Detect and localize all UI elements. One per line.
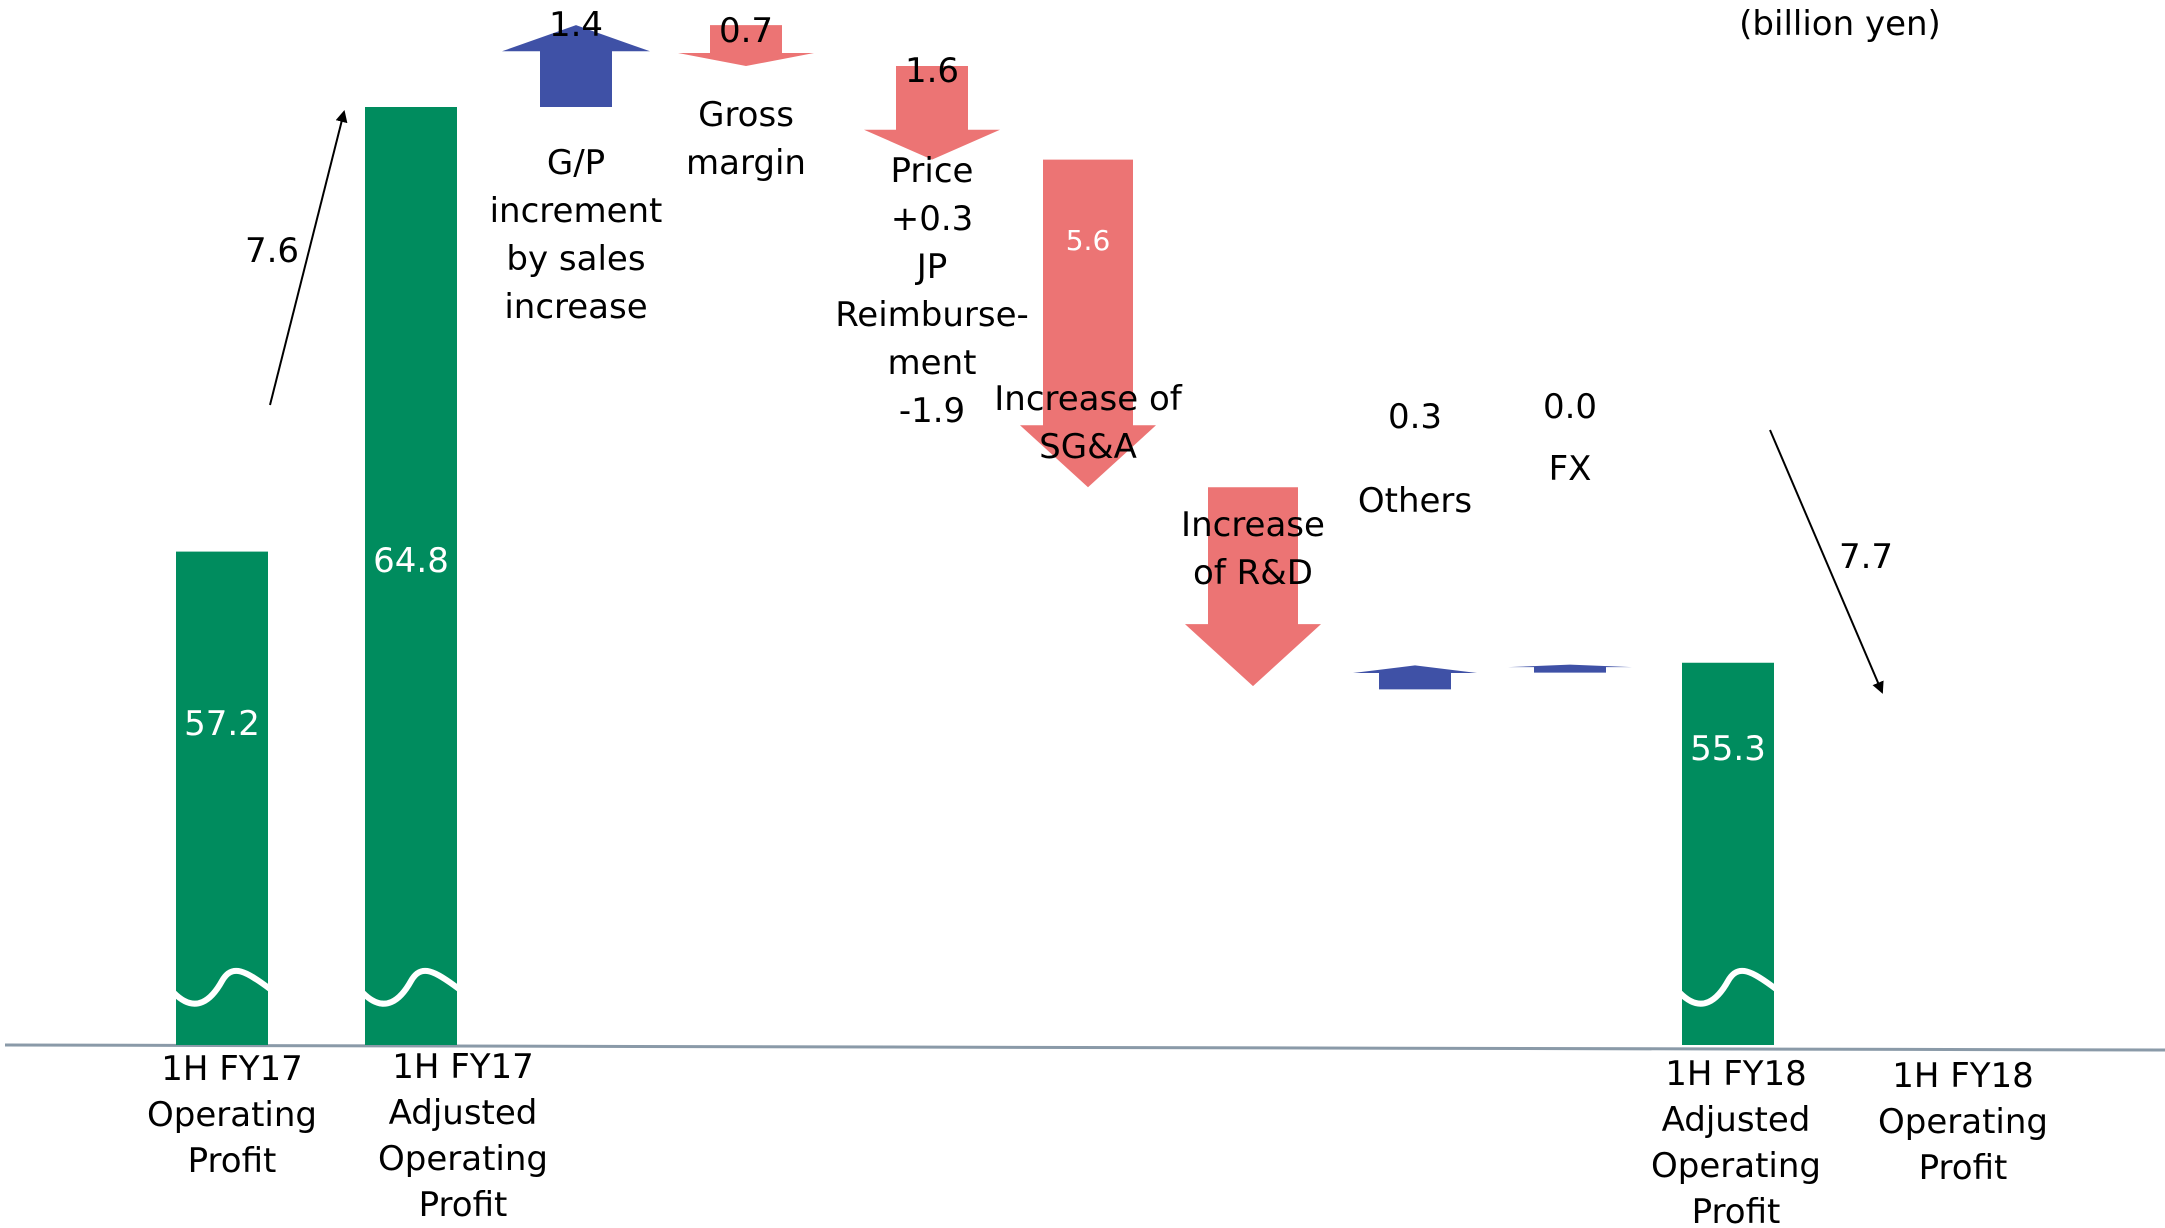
bar-label-adj18: 1H FY18 Adjusted Operating Profit	[1651, 1054, 1821, 1228]
baseline	[4, 1043, 2165, 1052]
change-arrow-gp_sales	[502, 25, 650, 108]
change-arrow-others	[1353, 665, 1477, 690]
change-label-rnd: Increase of R&D	[1181, 505, 1325, 593]
connector-arrow-op17	[269, 110, 348, 406]
change-label-sga: Increase of SG&A	[994, 379, 1182, 467]
change-value-gross_margin: 0.7	[719, 11, 773, 51]
change-label-gp_sales: G/P increment by sales increase	[490, 143, 663, 327]
bar-label-adj17: 1H FY17 Adjusted Operating Profit	[378, 1047, 548, 1225]
change-arrow-price_reimb	[864, 66, 1000, 160]
bar-value-adj18: 55.3	[1690, 729, 1766, 769]
axis-break-op18	[1876, 968, 1977, 1007]
change-label-price_reimb: Price +0.3 JP Reimburse-ment -1.9	[835, 151, 1029, 431]
change-value-others: 0.3	[1388, 397, 1442, 437]
change-value-gp_sales: 1.4	[549, 5, 603, 45]
axis-break-op17	[171, 968, 272, 1007]
bar-adj17	[365, 107, 457, 1045]
bar-label-op17: 1H FY17 Operating Profit	[147, 1049, 317, 1181]
change-arrow-fx	[1508, 664, 1632, 673]
bar-op17	[176, 551, 268, 1045]
change-value-price_reimb: 1.6	[905, 51, 959, 91]
connectors-layer: 7.6 7.7	[245, 110, 1893, 694]
bar-value-op17: 57.2	[184, 704, 260, 744]
unit-label: (billion yen)	[1739, 4, 1941, 44]
change-label-gross_margin: Gross margin	[686, 95, 806, 183]
changes-layer: 1.4 G/P increment by sales increase 0.7 Gross m…	[490, 5, 1632, 690]
change-arrow-sga	[1020, 159, 1156, 488]
bar-adj18	[1682, 662, 1774, 1045]
change-arrow-gross_margin	[678, 25, 814, 67]
change-value-rnd: 3.4	[1231, 390, 1276, 423]
change-label-fx: FX	[1549, 449, 1592, 489]
bar-label-op18: 1H FY18 Operating Profit	[1878, 1056, 2048, 1188]
connector-value-adj18: 7.7	[1839, 537, 1893, 577]
bar-value-op18: 47.6	[1889, 877, 1965, 917]
axis-break-adj18	[1677, 968, 1778, 1007]
connector-value-op17: 7.6	[245, 231, 299, 271]
change-value-sga: 5.6	[1066, 224, 1111, 257]
bars-layer: 57.2 1H FY17 Operating Profit 64.8 1H FY17 Adj…	[147, 107, 2048, 1228]
change-value-fx: 0.0	[1543, 387, 1597, 427]
connector-arrow-adj18	[1769, 429, 1884, 694]
bar-value-adj17: 64.8	[373, 541, 449, 581]
axis-break-adj17	[360, 968, 461, 1007]
change-arrow-rnd	[1185, 487, 1321, 687]
change-label-others: Others	[1358, 481, 1472, 521]
